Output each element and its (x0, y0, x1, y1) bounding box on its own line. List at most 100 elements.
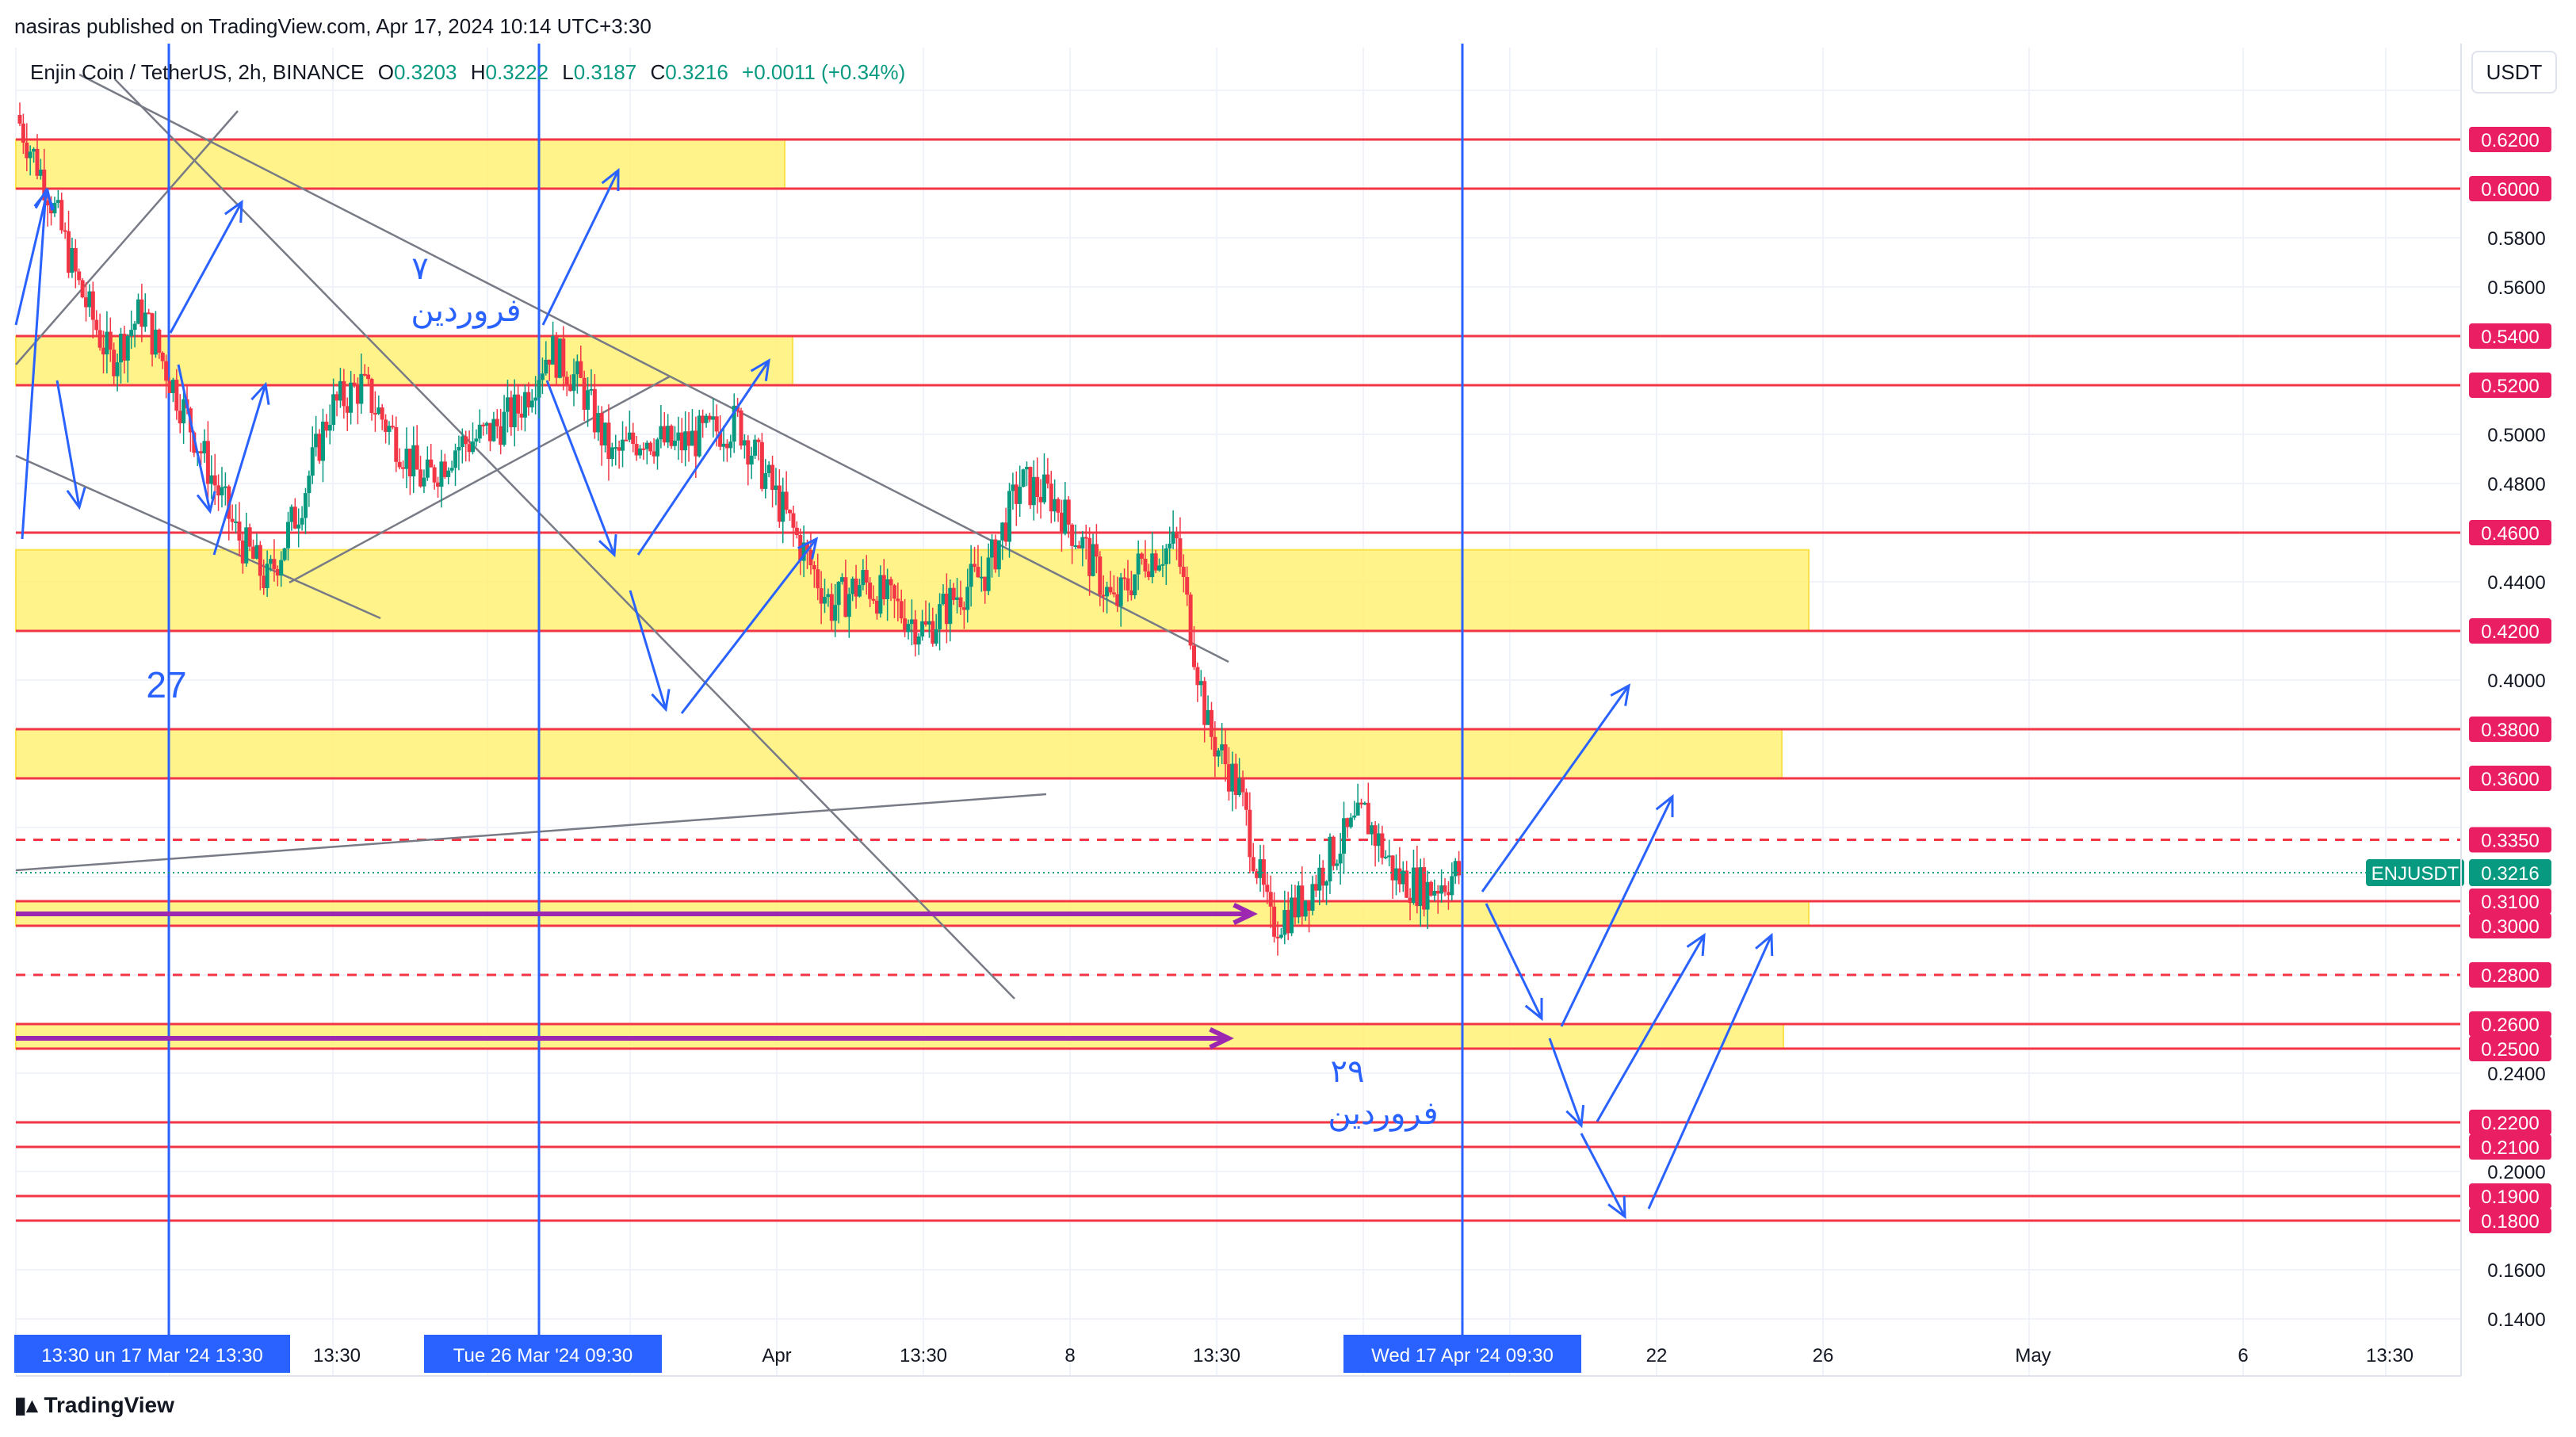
candle-body (1126, 578, 1130, 590)
candle-body (369, 379, 374, 413)
candle-body (1164, 548, 1168, 564)
ticker-badge (2366, 859, 2464, 887)
candle-body (1150, 553, 1155, 578)
level-badge-label: 0.6000 (2481, 179, 2539, 201)
candle-body (419, 469, 423, 487)
candle-body (491, 418, 496, 441)
candle-body (262, 575, 266, 589)
arrow-head (797, 537, 819, 560)
candle-body (1143, 558, 1148, 571)
candle-body (544, 359, 548, 374)
x-tick-label: 13:30 (1193, 1345, 1240, 1366)
low-value: 0.3187 (573, 60, 637, 84)
candle-body (826, 594, 831, 598)
level-badge (2469, 520, 2551, 545)
arrow-line (636, 360, 770, 556)
candle-body (1352, 815, 1357, 818)
candle-body (613, 447, 618, 449)
level-badge-label: 0.3800 (2481, 720, 2539, 741)
currency-button[interactable]: USDT (2471, 51, 2557, 94)
candle-body (766, 464, 771, 473)
candle-body (955, 597, 960, 600)
candle-body (938, 604, 942, 629)
change-value: +0.0011 (+0.34%) (742, 60, 906, 84)
candle-body (1220, 744, 1225, 751)
candle-body (934, 629, 938, 644)
candle-body (1401, 870, 1405, 885)
candle-body (303, 493, 308, 518)
annotation-label: ۲۹ (1331, 1054, 1365, 1089)
candle-body (1056, 499, 1061, 513)
candle-body (721, 443, 726, 447)
arrow-head (250, 381, 270, 405)
candle-body (676, 432, 681, 441)
candle-body (976, 567, 980, 578)
candle-body (927, 621, 931, 625)
arrow-line (1580, 1133, 1626, 1217)
candle-body (1348, 817, 1353, 827)
zone-rect (15, 728, 1783, 779)
price-axis: 0.1400 0.1600 0.2000 0.2400 0.4000 0.4400 0.48… (16, 127, 2551, 1331)
arrow-head (1524, 997, 1543, 1022)
candle-body (878, 575, 883, 614)
x-tick-label: 22 (1646, 1345, 1668, 1366)
high-label: H (470, 60, 486, 84)
candle-body (666, 426, 671, 443)
arrow-line (1560, 796, 1674, 1027)
candle-body (387, 426, 392, 432)
candle-body (1024, 467, 1029, 470)
level-badge-label: 0.5200 (2481, 376, 2539, 397)
arrow-head (601, 167, 620, 192)
candle-body (269, 559, 273, 564)
candle-body (885, 579, 890, 600)
candle-body (683, 431, 688, 451)
candle-body (1213, 736, 1217, 757)
candle-body (373, 412, 377, 415)
candle-body (164, 361, 169, 381)
candle-body (1435, 890, 1440, 894)
symbol-name[interactable]: Enjin Coin / TetherUS, 2h, BINANCE (30, 60, 365, 84)
candle-body (140, 299, 144, 327)
open-label: O (377, 60, 394, 84)
candle-body (436, 482, 441, 487)
level-badge (2469, 962, 2551, 988)
candle-body (1206, 709, 1210, 725)
candle-body (237, 522, 242, 541)
x-tick-label: Apr (762, 1345, 791, 1366)
chart-grid (15, 48, 2461, 1375)
candle-body (286, 522, 291, 548)
arrow-head (1655, 793, 1674, 818)
candle-body (310, 447, 315, 476)
candle-body (579, 361, 583, 378)
candle-body (537, 380, 541, 398)
arrow-line (14, 189, 49, 326)
candle-body (1293, 897, 1298, 918)
candle-body (808, 550, 813, 566)
tradingview-logo[interactable]: ▮▴ TradingView (14, 1392, 174, 1418)
candle-body (38, 169, 43, 176)
candle-body (1007, 491, 1012, 542)
candle-body (1160, 564, 1165, 566)
candle-body (132, 323, 137, 331)
candle-body (868, 583, 873, 599)
candle-body (903, 618, 908, 633)
candle-body (920, 621, 925, 637)
candle-body (724, 443, 729, 449)
candle-body (52, 202, 57, 214)
candle-body (718, 431, 723, 447)
candle-body (1393, 868, 1398, 881)
candle-body (1080, 537, 1085, 549)
candle-body (1313, 884, 1318, 891)
candle-body (805, 542, 810, 551)
candle-body (63, 230, 67, 232)
candle-body (979, 576, 984, 579)
candle-body (522, 392, 527, 418)
candle-body (1290, 897, 1294, 934)
candle-body (1296, 885, 1301, 918)
candle-body (21, 123, 25, 143)
arrow-head (1209, 1026, 1234, 1050)
level-badge-label: 0.3600 (2481, 769, 2539, 790)
candle-body (460, 436, 464, 448)
candle-body (442, 461, 447, 477)
